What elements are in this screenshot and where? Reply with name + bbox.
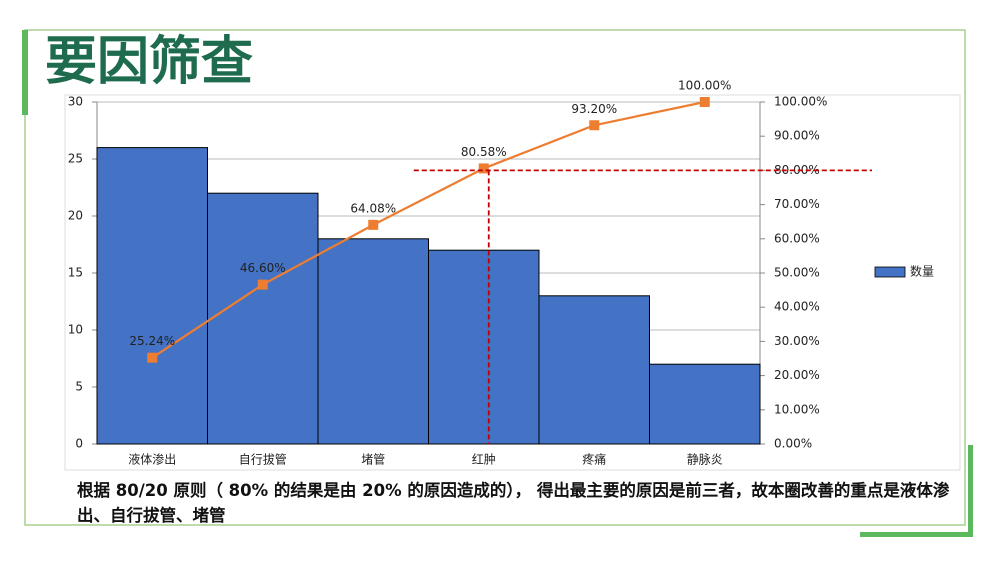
frame (24, 29, 966, 526)
y2-tick-label: 80.00% (774, 163, 820, 177)
line-marker (257, 279, 268, 290)
legend-label: 数量 (910, 264, 934, 279)
data-label: 80.58% (461, 145, 507, 159)
frame-accent (22, 30, 28, 115)
frame-accent (860, 532, 973, 537)
bar (538, 295, 650, 445)
y-tick-label: 15 (68, 266, 83, 280)
x-tick-label: 疼痛 (582, 452, 606, 467)
y2-tick-label: 30.00% (774, 334, 820, 348)
y2-tick-label: 20.00% (774, 368, 820, 382)
y2-tick-label: 100.00% (774, 95, 827, 109)
bar (649, 363, 761, 445)
line-marker (699, 97, 710, 107)
y2-tick-label: 50.00% (774, 266, 820, 280)
data-label: 25.24% (129, 334, 175, 348)
y2-tick-label: 70.00% (774, 197, 820, 211)
data-label: 46.60% (240, 261, 286, 275)
caption: 根据 80/20 原则（ 80% 的结果是由 20% 的原因造成的）， 得出最主… (77, 481, 950, 525)
line-marker (368, 219, 379, 230)
bar (428, 249, 540, 445)
y2-tick-label: 60.00% (774, 231, 820, 245)
line-marker (147, 352, 158, 363)
data-label: 100.00% (678, 79, 731, 93)
data-label: 93.20% (571, 102, 617, 116)
y-tick-label: 30 (68, 95, 83, 109)
line-marker (589, 120, 600, 131)
bar (207, 192, 319, 445)
slide-title: 要因筛查 (45, 32, 253, 92)
line-marker (478, 163, 489, 174)
y2-tick-label: 10.00% (774, 402, 820, 416)
line (151, 100, 705, 359)
x-tick-label: 堵管 (361, 452, 385, 467)
x-tick-label: 静脉炎 (687, 452, 723, 467)
frame-accent (968, 445, 973, 537)
bar (317, 238, 429, 445)
data-label: 64.08% (350, 201, 396, 215)
y2-tick-label: 0.00% (774, 437, 812, 451)
x-tick-label: 自行拔管 (239, 452, 287, 467)
y-tick-label: 0 (75, 437, 83, 451)
bar (96, 147, 208, 445)
legend-swatch (874, 266, 906, 278)
y-tick-label: 25 (68, 152, 83, 166)
y-tick-label: 20 (68, 209, 83, 223)
y-tick-label: 10 (68, 323, 83, 337)
y2-tick-label: 90.00% (774, 129, 820, 143)
x-tick-label: 液体渗出 (128, 452, 176, 467)
x-tick-label: 红肿 (472, 452, 496, 467)
y-tick-label: 5 (75, 380, 83, 394)
y2-tick-label: 40.00% (774, 300, 820, 314)
